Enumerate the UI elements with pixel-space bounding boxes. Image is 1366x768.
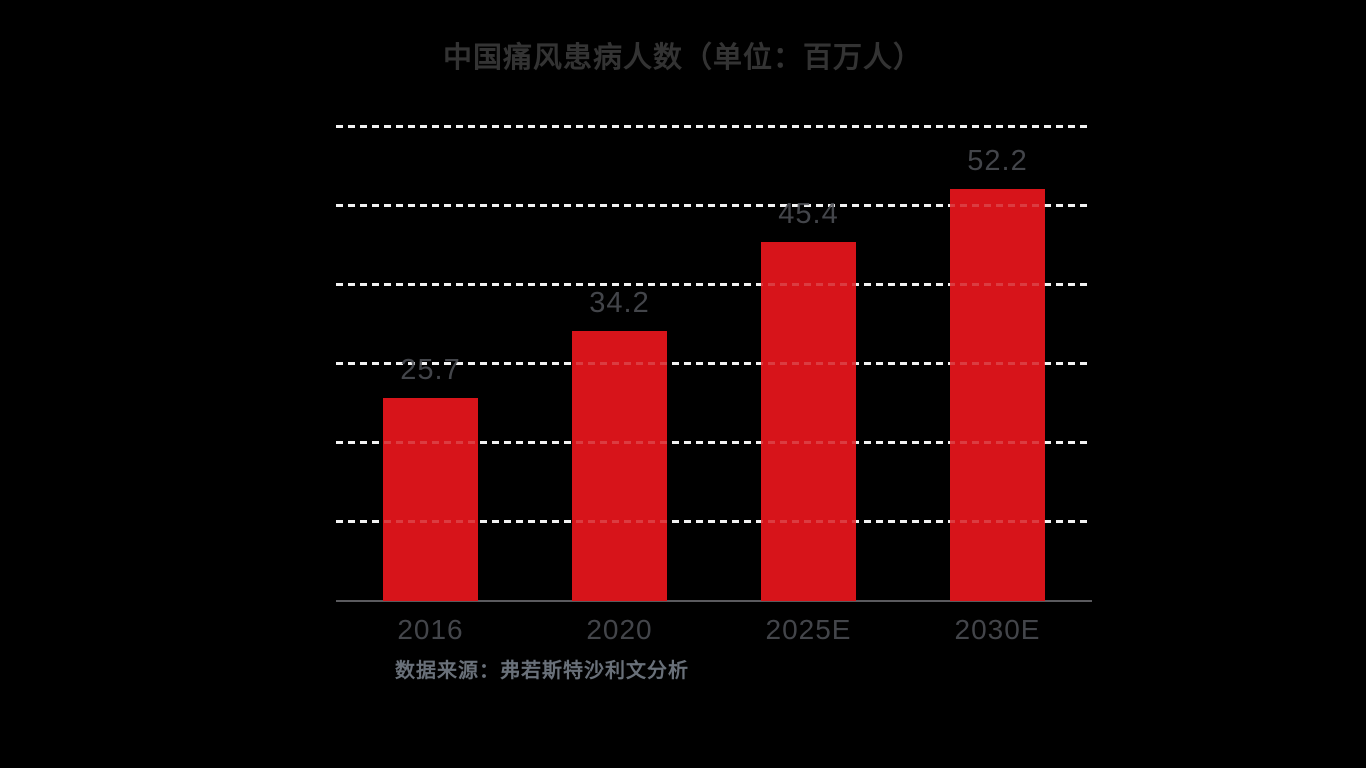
bar [383,397,478,601]
bar-slot: 52.2 [903,120,1092,601]
gridline [336,283,1092,286]
bar [761,242,856,601]
x-axis-label: 2020 [586,614,653,645]
bar [572,330,667,601]
bar-slot: 34.2 [525,120,714,601]
chart-title: 中国痛风患病人数（单位：百万人） [442,42,923,74]
bars-group: 25.7 34.2 45.4 52.2 [336,120,1092,601]
gridlines [336,120,1092,601]
gridline [336,362,1092,365]
gridline [336,125,1092,128]
x-axis-label: 2016 [397,614,464,645]
x-axis-label: 2030E [954,614,1041,645]
bar-value-label: 34.2 [589,286,650,319]
gridline [336,520,1092,523]
bar-value-label: 52.2 [967,144,1028,177]
x-axis-label: 2025E [765,614,852,645]
bar-slot: 25.7 [336,120,525,601]
x-axis-line [336,600,1092,602]
bar-value-label: 25.7 [400,353,461,386]
gridline [336,441,1092,444]
gridline [336,204,1092,207]
source-note: 数据来源：弗若斯特沙利文分析 [395,660,689,682]
bar [950,188,1045,601]
bar-value-label: 45.4 [778,198,839,231]
bar-slot: 45.4 [714,120,903,601]
plot-area: 25.7 34.2 45.4 52.2 [336,120,1092,602]
x-axis-labels: 2016 2020 2025E 2030E [336,613,1092,647]
